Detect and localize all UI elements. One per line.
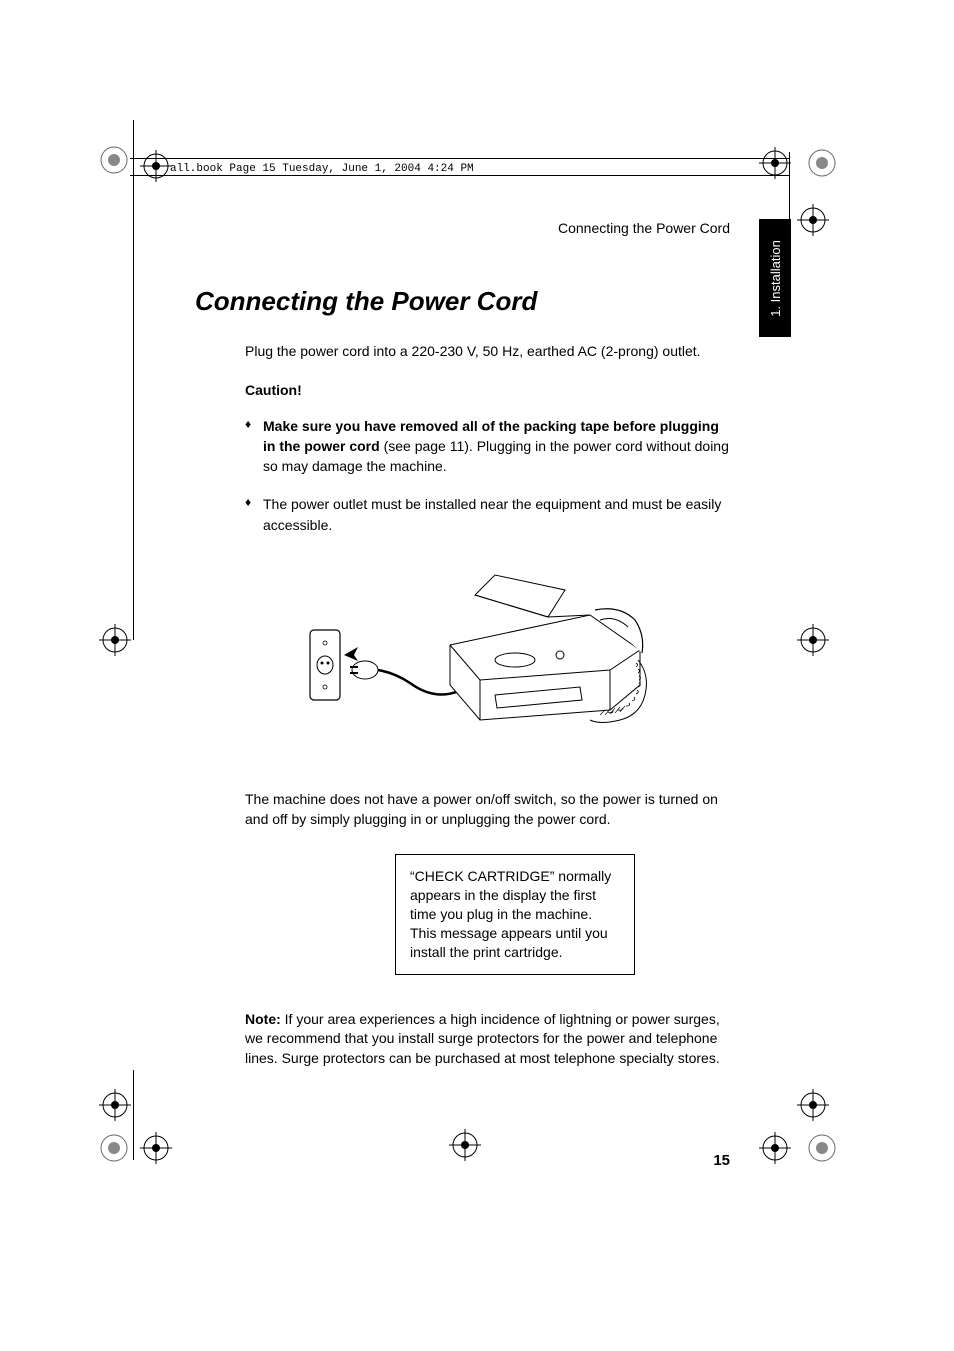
bullet-item: ♦ Make sure you have removed all of the … (245, 416, 730, 477)
decorative-rule (130, 158, 790, 159)
registration-mark-icon (793, 620, 833, 660)
bullet-marker-icon: ♦ (245, 494, 263, 535)
note-paragraph: Note: If your area experiences a high in… (245, 1010, 730, 1069)
registration-mark-icon (793, 200, 833, 240)
registration-mark-icon (96, 1120, 186, 1175)
bullet-text: The power outlet must be installed near … (263, 494, 730, 535)
power-cord-diagram (300, 565, 730, 740)
registration-mark-icon (445, 1125, 485, 1165)
page-number: 15 (713, 1152, 730, 1169)
registration-mark-icon (96, 130, 186, 190)
crop-line (133, 120, 134, 640)
section-tab-label: 1. Installation (768, 240, 783, 317)
bullet-text: Make sure you have removed all of the pa… (263, 416, 730, 477)
running-header: Connecting the Power Cord (200, 220, 730, 236)
bullet-marker-icon: ♦ (245, 416, 263, 477)
content-area: Connecting the Power Cord Connecting the… (200, 220, 730, 1069)
bullet-item: ♦ The power outlet must be installed nea… (245, 494, 730, 535)
info-box-text: “CHECK CARTRIDGE” normally appears in th… (410, 868, 611, 960)
print-header-text: all.book Page 15 Tuesday, June 1, 2004 4… (170, 163, 474, 175)
registration-mark-icon (95, 1085, 135, 1125)
info-box: “CHECK CARTRIDGE” normally appears in th… (395, 854, 635, 974)
note-label: Note: (245, 1011, 281, 1027)
caution-label: Caution! (245, 382, 730, 398)
decorative-rule (130, 175, 790, 176)
registration-mark-icon (793, 1085, 833, 1125)
power-switch-paragraph: The machine does not have a power on/off… (245, 790, 730, 829)
note-body: If your area experiences a high incidenc… (245, 1011, 720, 1066)
section-tab: 1. Installation (759, 219, 791, 337)
intro-paragraph: Plug the power cord into a 220-230 V, 50… (245, 342, 730, 362)
registration-mark-icon (755, 135, 845, 190)
registration-mark-icon (755, 1120, 845, 1175)
page-container: all.book Page 15 Tuesday, June 1, 2004 4… (0, 0, 954, 1351)
page-title: Connecting the Power Cord (195, 286, 730, 317)
registration-mark-icon (95, 620, 135, 660)
